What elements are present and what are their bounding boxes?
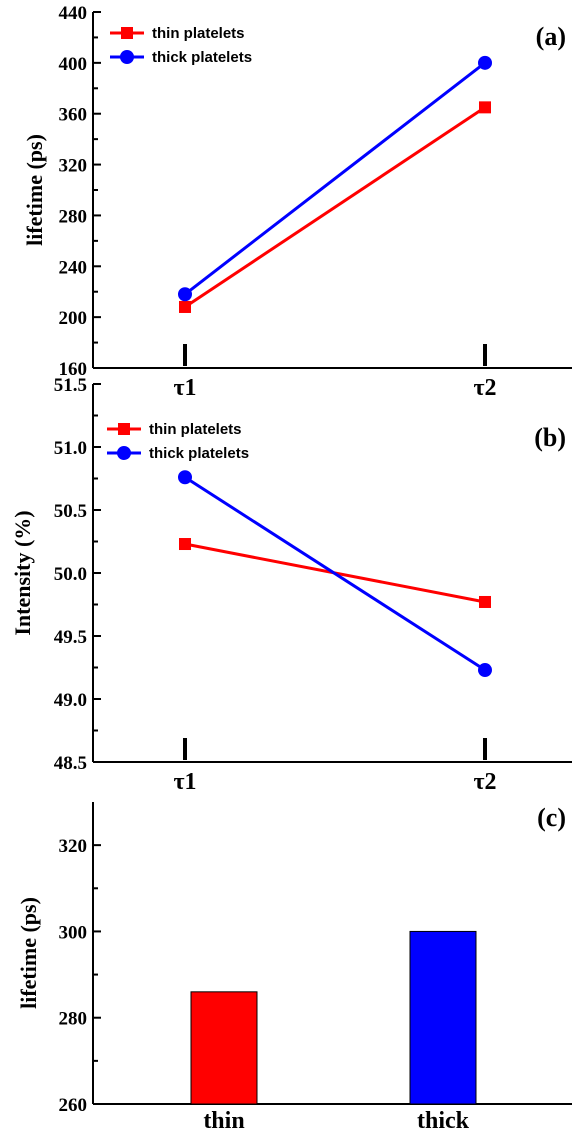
- x-tick-label: τ2: [473, 375, 496, 401]
- data-point: [178, 287, 192, 302]
- panel-a: 160 200 240 280 320 360 400 440 lifetime (ps) (a)…: [22, 3, 572, 401]
- y-tick-label: 240: [59, 257, 88, 278]
- series-line-thin: [184, 106, 486, 309]
- y-axis-title: lifetime (ps): [22, 134, 47, 246]
- y-axis-title: Intensity (%): [10, 510, 35, 635]
- legend-marker: [118, 423, 130, 435]
- y-tick-label: 360: [59, 105, 88, 126]
- series-line-thick: [184, 61, 486, 296]
- x-tick-label: thick: [417, 1108, 470, 1130]
- x-tick-label: τ1: [173, 375, 196, 401]
- data-point: [179, 300, 191, 313]
- legend-marker: [121, 27, 133, 39]
- legend-label: thin platelets: [152, 25, 245, 42]
- y-tick-label: 320: [59, 156, 88, 177]
- y-tick-label: 400: [59, 54, 88, 75]
- panel-b: 48.5 49.0 49.5 50.0 50.5 51.0 51.5 Intensity (%…: [10, 375, 572, 795]
- data-point: [478, 663, 492, 678]
- bar: [190, 991, 258, 1105]
- legend-label: thick platelets: [152, 49, 252, 66]
- y-axis-title: lifetime (ps): [16, 897, 41, 1009]
- y-tick-label: 48.5: [54, 753, 87, 774]
- data-point: [479, 595, 491, 608]
- y-tick-label: 280: [59, 1009, 88, 1030]
- y-tick-label: 260: [59, 1095, 88, 1116]
- legend-label: thin platelets: [149, 421, 242, 438]
- data-point: [178, 470, 192, 485]
- x-tick-label: thin: [203, 1108, 244, 1130]
- y-tick-label: 160: [59, 359, 88, 380]
- y-tick-label: 49.0: [54, 690, 87, 711]
- y-tick-label: 300: [59, 922, 88, 943]
- data-point: [479, 101, 491, 114]
- panel-label: (b): [534, 423, 566, 452]
- y-tick-label: 200: [59, 308, 88, 329]
- y-tick-label: 280: [59, 206, 88, 227]
- legend-marker: [117, 446, 131, 460]
- bar: [409, 930, 477, 1105]
- y-tick-label: 49.5: [54, 627, 87, 648]
- y-tick-label: 50.5: [54, 501, 87, 522]
- data-point: [478, 55, 492, 70]
- legend-marker: [120, 50, 134, 64]
- data-point: [179, 538, 191, 551]
- panel-label: (c): [537, 803, 566, 832]
- legend-label: thick platelets: [149, 445, 249, 462]
- x-tick-label: τ1: [173, 769, 196, 795]
- y-tick-label: 440: [59, 3, 88, 24]
- panel-c: 260 280 300 320 lifetime (ps) (c) thin thick: [16, 802, 572, 1130]
- x-tick-label: τ2: [473, 769, 496, 795]
- y-tick-label: 51.5: [54, 375, 87, 396]
- series-line-thick: [184, 475, 486, 672]
- y-tick-label: 51.0: [54, 438, 87, 459]
- y-tick-label: 50.0: [54, 564, 87, 585]
- y-tick-label: 320: [59, 836, 88, 857]
- panel-label: (a): [536, 22, 566, 51]
